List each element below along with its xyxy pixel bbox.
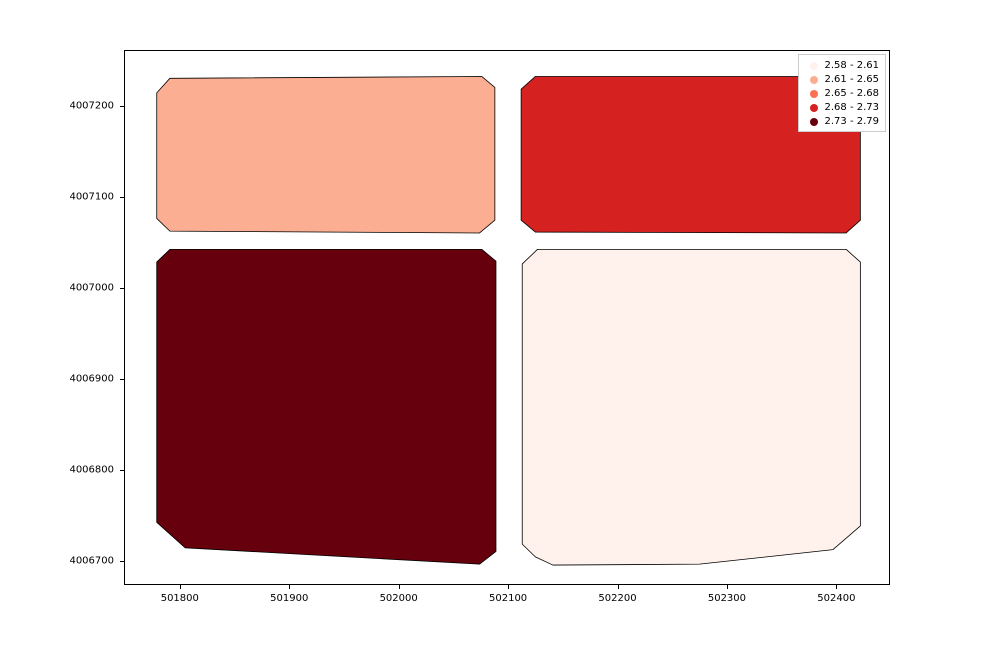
y-tick-mark xyxy=(120,106,124,107)
legend-label: 2.68 - 2.73 xyxy=(823,101,880,115)
x-tick-mark xyxy=(618,585,619,589)
y-tick-mark xyxy=(120,379,124,380)
x-tick-mark xyxy=(289,585,290,589)
x-tick-label: 501900 xyxy=(270,593,308,604)
y-tick-label: 4007000 xyxy=(64,283,114,294)
legend-dot-icon xyxy=(810,90,818,98)
x-tick-mark xyxy=(399,585,400,589)
y-tick-label: 4007100 xyxy=(64,192,114,203)
region-bottom-right xyxy=(522,249,860,565)
legend-item: 2.61 - 2.65 xyxy=(805,73,880,87)
y-tick-mark xyxy=(120,197,124,198)
region-top-left xyxy=(157,76,495,232)
legend-swatch xyxy=(805,104,823,112)
legend-swatch xyxy=(805,90,823,98)
plot-axes: 2.58 - 2.612.61 - 2.652.65 - 2.682.68 - … xyxy=(124,50,890,585)
x-tick-label: 501800 xyxy=(161,593,199,604)
legend-label: 2.58 - 2.61 xyxy=(823,59,880,73)
legend-dot-icon xyxy=(810,76,818,84)
x-tick-mark xyxy=(508,585,509,589)
y-tick-label: 4006900 xyxy=(64,374,114,385)
legend-dot-icon xyxy=(810,104,818,112)
choropleth-map xyxy=(125,51,891,586)
x-tick-label: 502200 xyxy=(598,593,636,604)
legend-item: 2.65 - 2.68 xyxy=(805,87,880,101)
region-bottom-left xyxy=(157,249,496,564)
y-tick-mark xyxy=(120,288,124,289)
legend-label: 2.61 - 2.65 xyxy=(823,73,880,87)
legend-swatch xyxy=(805,62,823,70)
x-tick-mark xyxy=(180,585,181,589)
y-tick-mark xyxy=(120,470,124,471)
x-tick-label: 502100 xyxy=(489,593,527,604)
legend-swatch xyxy=(805,76,823,84)
legend-dot-icon xyxy=(810,62,818,70)
y-tick-mark xyxy=(120,561,124,562)
x-tick-mark xyxy=(727,585,728,589)
legend-dot-icon xyxy=(810,118,818,126)
x-tick-label: 502000 xyxy=(380,593,418,604)
y-tick-label: 4006700 xyxy=(64,556,114,567)
figure: 2.58 - 2.612.61 - 2.652.65 - 2.682.68 - … xyxy=(0,0,992,652)
legend-item: 2.73 - 2.79 xyxy=(805,115,880,129)
legend-label: 2.65 - 2.68 xyxy=(823,87,880,101)
legend-item: 2.68 - 2.73 xyxy=(805,101,880,115)
legend: 2.58 - 2.612.61 - 2.652.65 - 2.682.68 - … xyxy=(798,54,887,132)
legend-item: 2.58 - 2.61 xyxy=(805,59,880,73)
x-tick-label: 502400 xyxy=(817,593,855,604)
legend-swatch xyxy=(805,118,823,126)
legend-label: 2.73 - 2.79 xyxy=(823,115,880,129)
x-tick-mark xyxy=(836,585,837,589)
x-tick-label: 502300 xyxy=(708,593,746,604)
y-tick-label: 4006800 xyxy=(64,465,114,476)
y-tick-label: 4007200 xyxy=(64,101,114,112)
